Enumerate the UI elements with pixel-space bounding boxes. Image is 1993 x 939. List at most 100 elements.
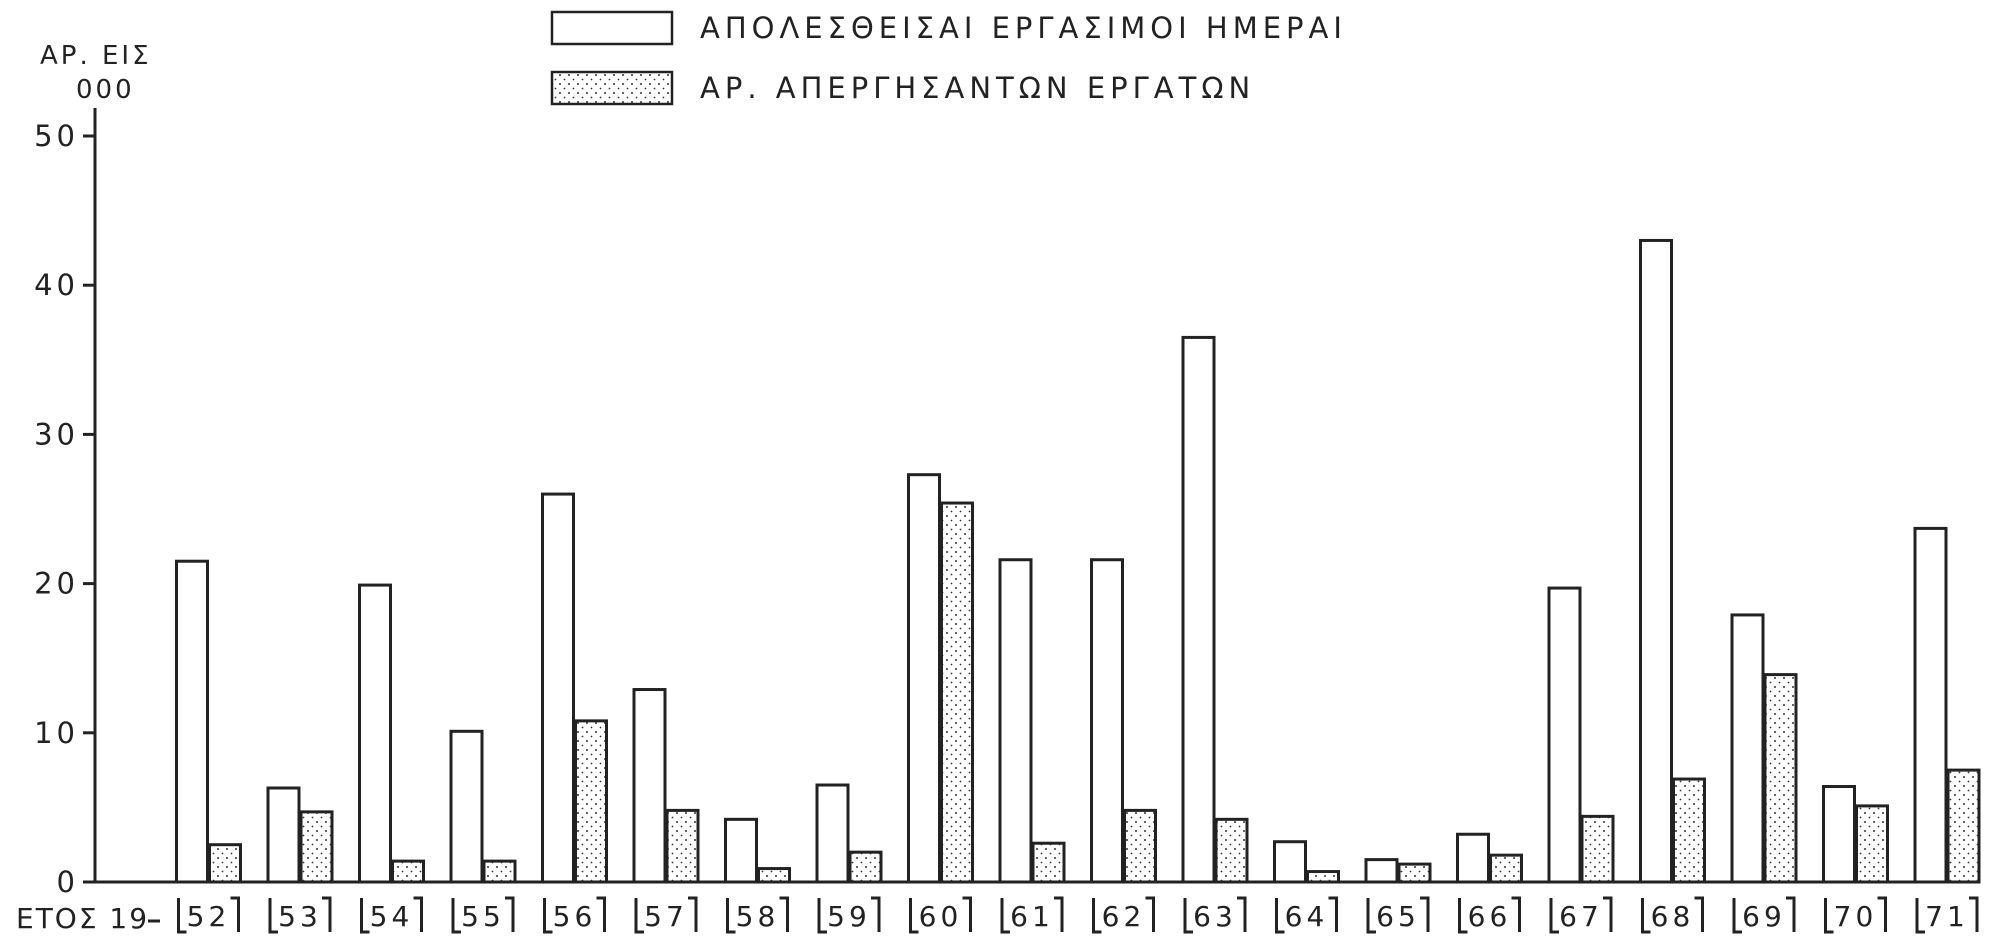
year-label-58: 58: [736, 900, 780, 933]
year-bracket-right-52: [230, 896, 240, 932]
bar-strikers-56: [574, 719, 608, 884]
bar-strikers-60: [940, 501, 974, 884]
year-bracket-left-67: [1549, 898, 1559, 934]
bar-lost-days-64: [1273, 840, 1307, 884]
bar-lost-days-63: [1181, 335, 1216, 884]
year-bracket-left-60: [909, 898, 919, 934]
bar-strikers-70: [1855, 804, 1889, 884]
year-label-57: 57: [644, 900, 688, 933]
year-bracket-right-67: [1603, 896, 1613, 932]
y-tick-label-5: 50: [34, 119, 79, 153]
year-label-56: 56: [553, 900, 597, 933]
legend-swatch-dotted: [550, 70, 674, 106]
year-label-67: 67: [1559, 900, 1603, 933]
year-bracket-right-71: [1969, 896, 1979, 932]
bar-strikers-71: [1946, 768, 1981, 884]
legend-swatch-plain: [550, 10, 674, 46]
bar-strikers-62: [1123, 808, 1157, 884]
bar-strikers-67: [1580, 814, 1615, 884]
bar-strikers-57: [665, 808, 700, 884]
bar-strikers-59: [848, 850, 883, 884]
year-bracket-right-59: [871, 896, 881, 932]
year-bracket-right-68: [1694, 896, 1704, 932]
bars: [175, 238, 1981, 884]
year-bracket-right-57: [688, 896, 698, 932]
year-bracket-right-69: [1786, 896, 1796, 932]
bar-lost-days-66: [1456, 832, 1490, 884]
year-bracket-right-61: [1054, 896, 1064, 932]
year-bracket-right-65: [1420, 896, 1430, 932]
bar-strikers-69: [1763, 673, 1798, 884]
year-label-66: 66: [1468, 900, 1512, 933]
x-axis-label: ΕΤΟΣ 19: [16, 902, 149, 935]
bar-strikers-55: [482, 859, 517, 884]
y-tick-label-4: 40: [34, 268, 79, 302]
bar-lost-days-60: [907, 473, 941, 884]
bar-lost-days-59: [815, 783, 850, 884]
bar-lost-days-69: [1730, 613, 1765, 884]
year-label-65: 65: [1376, 900, 1420, 933]
year-labels: 52 53 54 55 56 57 58 59 60 61 62 63 64 65 66 67 68 69 70 71: [148, 896, 1979, 934]
year-label-71: 71: [1925, 900, 1969, 933]
bar-strikers-68: [1672, 777, 1706, 884]
year-bracket-left-71: [1915, 898, 1925, 934]
year-label-59: 59: [827, 900, 871, 933]
bar-strikers-65: [1397, 862, 1432, 884]
bar-lost-days-52: [175, 559, 209, 884]
bar-strikers-64: [1306, 870, 1340, 884]
bar-lost-days-53: [266, 786, 301, 884]
year-bracket-left-63: [1183, 898, 1193, 934]
bar-strikers-61: [1031, 841, 1066, 884]
year-label-52: 52: [187, 900, 231, 933]
year-bracket-left-54: [360, 898, 370, 934]
year-bracket-left-64: [1275, 898, 1285, 934]
bar-strikers-52: [208, 843, 242, 884]
year-bracket-left-59: [817, 898, 827, 934]
y-tick-label-1: 10: [34, 716, 79, 750]
year-bracket-left-58: [726, 898, 736, 934]
bar-strikers-58: [757, 867, 791, 884]
bar-strikers-63: [1214, 817, 1249, 884]
year-label-54: 54: [370, 900, 414, 933]
year-bracket-left-62: [1092, 898, 1102, 934]
bar-lost-days-54: [358, 583, 392, 884]
bar-lost-days-68: [1639, 238, 1673, 884]
year-bracket-right-62: [1145, 896, 1155, 932]
bar-lost-days-58: [724, 817, 758, 884]
year-bracket-left-53: [268, 898, 278, 934]
year-bracket-left-68: [1641, 898, 1651, 934]
y-tick-label-3: 30: [34, 417, 79, 451]
bar-lost-days-71: [1913, 526, 1948, 884]
year-bracket-left-55: [451, 898, 461, 934]
y-tick-label-2: 20: [34, 567, 79, 601]
bar-lost-days-57: [632, 688, 667, 884]
year-bracket-right-58: [779, 896, 789, 932]
legend-label-0: ΑΠΟΛΕΣΘΕΙΣΑΙ ΕΡΓΑΣΙΜΟΙ ΗΜΕΡΑΙ: [700, 11, 1347, 45]
year-label-61: 61: [1010, 900, 1054, 933]
year-label-60: 60: [919, 900, 963, 933]
year-bracket-right-54: [413, 896, 423, 932]
year-label-63: 63: [1193, 900, 1237, 933]
bar-lost-days-62: [1090, 558, 1124, 884]
bar-lost-days-55: [449, 729, 484, 884]
year-label-64: 64: [1285, 900, 1329, 933]
bar-strikers-66: [1489, 853, 1523, 884]
y-tick-label-0: 0: [57, 865, 79, 899]
legend-label-1: ΑΡ. ΑΠΕΡΓΗΣΑΝΤΩΝ ΕΡΓΑΤΩΝ: [700, 71, 1255, 105]
year-bracket-right-70: [1877, 896, 1887, 932]
bar-lost-days-67: [1547, 586, 1582, 884]
year-bracket-left-65: [1366, 898, 1376, 934]
year-bracket-right-63: [1237, 896, 1247, 932]
year-bracket-right-66: [1511, 896, 1521, 932]
bar-lost-days-56: [541, 492, 575, 884]
year-bracket-left-61: [1000, 898, 1010, 934]
bar-lost-days-65: [1364, 858, 1399, 884]
year-bracket-left-69: [1732, 898, 1742, 934]
year-bracket-right-64: [1328, 896, 1338, 932]
year-label-70: 70: [1834, 900, 1878, 933]
year-bracket-left-66: [1458, 898, 1468, 934]
year-bracket-right-53: [322, 896, 332, 932]
y-unit-label-line2: 000: [76, 75, 135, 105]
bar-strikers-53: [299, 810, 334, 884]
